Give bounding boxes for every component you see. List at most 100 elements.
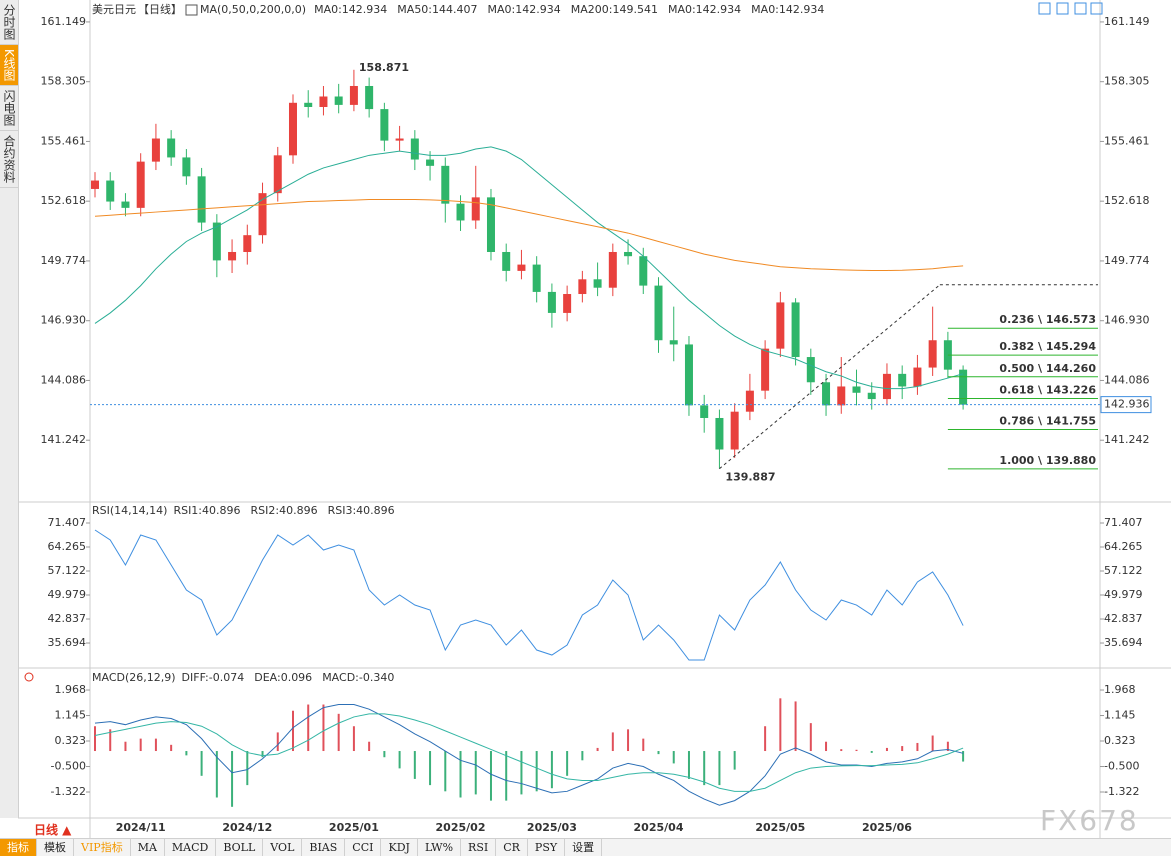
legend-text: DEA:0.096 (254, 671, 312, 684)
candle-body (517, 264, 526, 271)
y-tick-label: 155.461 (1104, 134, 1150, 147)
y-tick-label: 42.837 (48, 612, 87, 625)
candle-body (486, 197, 495, 252)
y-tick-label: 1.145 (55, 709, 87, 722)
x-tick-label: 2024/11 (116, 821, 166, 834)
icon[interactable] (1038, 2, 1051, 15)
candle-body (654, 285, 663, 341)
toolbar-button[interactable]: MA (131, 839, 165, 856)
icon[interactable] (1074, 2, 1087, 15)
last-price-label: 142.936 (1104, 398, 1150, 411)
toolbar-button[interactable]: 模板 (37, 839, 74, 856)
y-tick-label: 71.407 (1104, 516, 1143, 529)
legend-text: MA50:144.407 (397, 3, 477, 16)
candle-body (319, 96, 328, 108)
candle-body (928, 340, 937, 368)
fib-label: 0.500 \ 144.260 (999, 362, 1096, 375)
candle-body (898, 373, 907, 387)
toolbar-button[interactable]: MACD (165, 839, 217, 856)
side-tab[interactable]: 合约资料 (0, 131, 18, 188)
toolbar-button[interactable]: BIAS (302, 839, 346, 856)
candle-body (593, 279, 602, 288)
y-tick-label: 35.694 (1104, 636, 1143, 649)
last-price-box (1100, 396, 1152, 414)
legend-text: MA0:142.934 (314, 3, 387, 16)
candle-body (441, 165, 450, 204)
y-tick-label: 155.461 (41, 134, 87, 147)
toolbar-button[interactable]: 设置 (565, 839, 603, 856)
y-tick-label: 152.618 (1104, 194, 1150, 207)
y-tick-label: 149.774 (41, 254, 87, 267)
y-tick-label: 152.618 (41, 194, 87, 207)
legend-text: MACD:-0.340 (322, 671, 394, 684)
fib-label: 0.382 \ 145.294 (999, 340, 1096, 353)
toolbar: 指标 模板 VIP指标 MA MACD BOLL VOL BIAS CCI KDJ LW% RSI CR… (0, 838, 1171, 856)
candle-body (349, 85, 358, 105)
y-tick-label: 1.145 (1104, 709, 1136, 722)
candle-body (669, 340, 678, 345)
side-tab[interactable]: 分时图 (0, 0, 18, 45)
toolbar-icons[interactable] (1038, 2, 1103, 15)
candle-body (410, 138, 419, 160)
watermark: FX678 (1040, 804, 1139, 837)
toolbar-button[interactable]: RSI (461, 839, 497, 856)
y-tick-label: 57.122 (48, 564, 87, 577)
candle-body (258, 193, 267, 236)
legend-text: 【日线】 (138, 2, 182, 16)
candle-body (471, 197, 480, 221)
candle-body (608, 251, 617, 288)
y-tick-label: 0.323 (1104, 734, 1136, 747)
y-tick-label: 144.086 (1104, 373, 1150, 386)
y-tick-label: 1.968 (55, 683, 87, 696)
legend-text: MA0:142.934 (488, 3, 561, 16)
candle-body (91, 180, 99, 189)
period-button[interactable]: 日线 ▲ (34, 823, 72, 837)
rsi-line (94, 529, 964, 661)
legend-text: MACD(26,12,9) (92, 671, 176, 684)
candle-body (456, 203, 465, 221)
candle-body (136, 161, 145, 208)
toolbar-button[interactable]: BOLL (216, 839, 264, 856)
toolbar-button[interactable]: VOL (263, 839, 303, 856)
candle-body (547, 291, 556, 313)
candle-body (700, 405, 709, 418)
fib-label: 0.786 \ 141.755 (999, 414, 1096, 427)
legend-text: RSI(14,14,14) (92, 504, 167, 517)
legend-text: MA0:142.934 (751, 3, 824, 16)
y-tick-label: 42.837 (1104, 612, 1143, 625)
y-tick-label: 49.979 (48, 588, 87, 601)
icon[interactable] (1056, 2, 1069, 15)
side-tab[interactable]: K线图 (0, 45, 18, 86)
legend-text: MA(0,50,0,200,0,0) (200, 3, 306, 16)
y-tick-label: 1.968 (1104, 683, 1136, 696)
candle-body (106, 180, 115, 202)
y-tick-label: -0.500 (1104, 760, 1139, 773)
toolbar-button[interactable]: PSY (528, 839, 566, 856)
x-tick-label: 2025/04 (634, 821, 684, 834)
legend-text: RSI1:40.896 (173, 504, 240, 517)
toolbar-button[interactable]: CR (496, 839, 528, 856)
x-tick-label: 2025/02 (436, 821, 486, 834)
toolbar-button[interactable]: 指标 (0, 839, 37, 856)
side-tab[interactable]: 闪电图 (0, 86, 18, 131)
candle-body (913, 367, 922, 387)
toolbar-button[interactable]: KDJ (381, 839, 418, 856)
toolbar-button[interactable]: VIP指标 (74, 839, 131, 856)
candle-body (197, 176, 206, 223)
legend-text: RSI3:40.896 (328, 504, 395, 517)
candle-body (806, 357, 815, 383)
legend-text: RSI2:40.896 (251, 504, 318, 517)
low-label: 139.887 (725, 471, 775, 484)
y-tick-label: 161.149 (41, 15, 87, 28)
icon[interactable] (1090, 2, 1103, 15)
candle-body (243, 235, 252, 252)
y-tick-label: 146.930 (1104, 314, 1150, 327)
candle-body (426, 159, 435, 166)
y-tick-label: 49.979 (1104, 588, 1143, 601)
toolbar-button[interactable]: CCI (345, 839, 382, 856)
sidebar: 分时图 K线图 闪电图 合约资料 (0, 0, 19, 818)
settings-icon[interactable] (24, 672, 34, 682)
toolbar-button[interactable]: LW% (418, 839, 462, 856)
legend-text: MA0:142.934 (668, 3, 741, 16)
